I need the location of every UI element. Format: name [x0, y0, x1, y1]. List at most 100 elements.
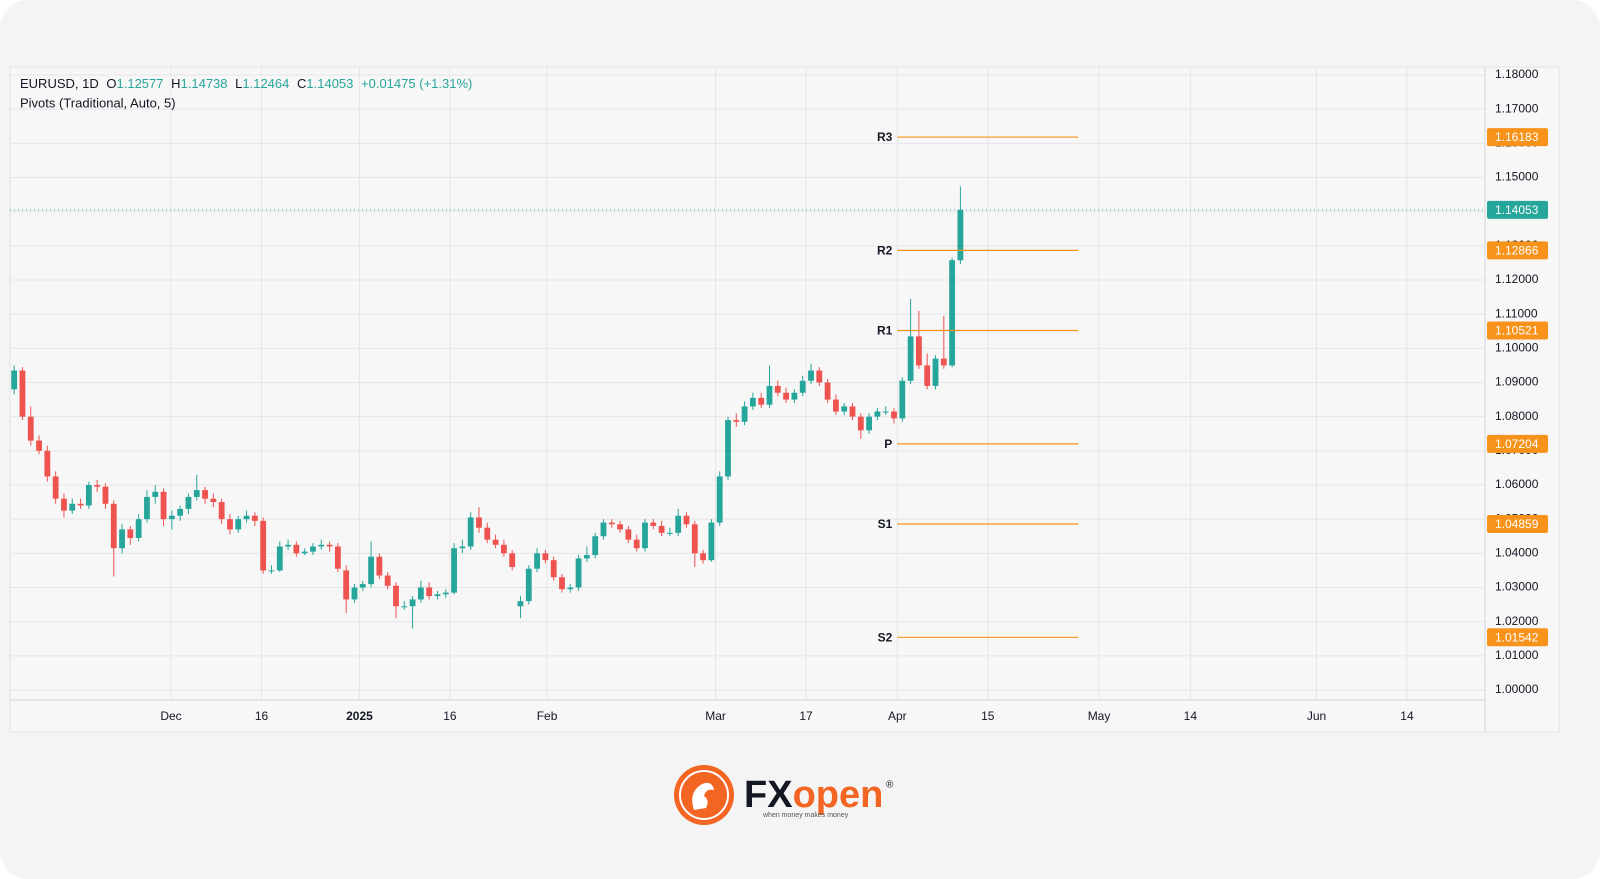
ohlc-label: H — [171, 76, 180, 91]
candle-body — [633, 539, 640, 549]
candle-body — [359, 584, 366, 588]
candle-body — [783, 392, 790, 400]
ohlc-value: 1.12577 — [117, 76, 164, 91]
y-tick-label: 1.15000 — [1495, 170, 1539, 184]
candle-body — [949, 260, 956, 366]
x-tick-label: Feb — [537, 709, 558, 723]
candle-body — [334, 546, 341, 569]
candle-body — [376, 556, 383, 576]
pivot-label: S2 — [878, 630, 893, 644]
pivot-label: R2 — [877, 244, 893, 258]
candle-body — [177, 508, 184, 516]
candle-body — [243, 515, 250, 520]
candle-body — [600, 522, 607, 537]
candle-body — [409, 599, 416, 607]
candle-body — [816, 370, 823, 383]
candle-body — [799, 380, 806, 393]
ohlc-value: 1.14053 — [306, 76, 353, 91]
x-tick-label: 15 — [981, 709, 995, 723]
pivot-label: P — [884, 437, 892, 451]
candle-body — [19, 370, 26, 417]
candle-body — [608, 522, 615, 525]
candle-body — [849, 406, 856, 417]
candle-body — [293, 544, 300, 554]
y-tick-label: 1.10000 — [1495, 340, 1539, 354]
pivot-price-label: 1.01542 — [1495, 630, 1539, 644]
candle-body — [119, 529, 125, 549]
candle-body — [185, 496, 192, 509]
candle-body — [824, 382, 831, 400]
candle-body — [658, 525, 665, 533]
y-tick-label: 1.18000 — [1495, 67, 1539, 81]
ohlc-value: 1.12464 — [242, 76, 289, 91]
candle-body — [924, 365, 931, 386]
y-tick-label: 1.08000 — [1495, 409, 1539, 423]
pivot-price-box — [1487, 321, 1548, 340]
candle-body — [61, 498, 67, 511]
y-tick-label: 1.03000 — [1495, 580, 1539, 594]
candle-body — [85, 484, 92, 506]
candle-body — [476, 517, 482, 528]
candle-body — [874, 411, 881, 417]
candle-body — [459, 546, 466, 549]
candle-body — [467, 517, 474, 547]
pivot-price-label: 1.07204 — [1495, 437, 1539, 451]
candle-body — [193, 490, 200, 497]
pivot-price-label: 1.04859 — [1495, 517, 1539, 531]
candle-body — [882, 411, 889, 413]
candle-body — [351, 587, 358, 600]
candle-body — [617, 524, 623, 530]
candle-body — [434, 594, 441, 597]
candle-body — [227, 519, 233, 530]
candle-body — [451, 548, 457, 593]
pivot-label: R3 — [877, 130, 893, 144]
candle-body — [592, 536, 599, 556]
candle-body — [774, 385, 781, 393]
candle-body — [907, 336, 914, 381]
candle-body — [260, 520, 267, 571]
candle-body — [36, 440, 42, 451]
candle-body — [725, 420, 731, 477]
candle-body — [932, 358, 939, 386]
candle-body — [575, 558, 582, 588]
candle-body — [492, 539, 499, 545]
candle-body — [500, 544, 507, 554]
candle-body — [891, 411, 897, 419]
x-tick-label: 16 — [255, 709, 269, 723]
candle-body — [841, 406, 848, 412]
indicator-name: Pivots (Traditional, Auto, 5) — [20, 95, 176, 110]
brand-tagline: when money makes money — [762, 812, 849, 819]
candle-body — [144, 496, 150, 520]
pivot-price-box — [1487, 628, 1548, 647]
candle-body — [766, 385, 773, 405]
candle-body — [916, 336, 922, 366]
candle-body — [583, 555, 590, 559]
y-tick-label: 1.04000 — [1495, 545, 1539, 559]
logo: FXopen ® when money makes money — [674, 765, 894, 825]
candle-body — [749, 397, 756, 407]
candle-body — [11, 370, 18, 390]
candle-body — [77, 503, 84, 506]
y-tick-label: 1.02000 — [1495, 614, 1539, 628]
candle-body — [417, 587, 424, 600]
pivot-price-box — [1487, 514, 1548, 533]
candle-body — [268, 570, 275, 572]
last-price-label: 1.14053 — [1495, 203, 1539, 217]
candle-body — [857, 416, 864, 431]
legend-line: EURUSD, 1D O1.12577 H1.14738 L1.12464 C1… — [20, 76, 472, 91]
candle-body — [127, 529, 134, 538]
y-tick-label: 1.06000 — [1495, 477, 1539, 491]
candle-body — [251, 515, 258, 521]
candle-body — [52, 476, 59, 499]
candle-body — [832, 399, 839, 412]
candle-body — [716, 476, 723, 523]
candle-body — [384, 575, 391, 586]
candle-body — [683, 515, 690, 525]
axes: 1.000001.010001.020001.030001.040001.050… — [160, 67, 1548, 723]
x-tick-label: Mar — [705, 709, 726, 723]
candle-body — [152, 491, 159, 497]
candle-body — [276, 546, 283, 571]
y-tick-label: 1.09000 — [1495, 375, 1539, 389]
brand-mark: ® — [886, 780, 894, 791]
